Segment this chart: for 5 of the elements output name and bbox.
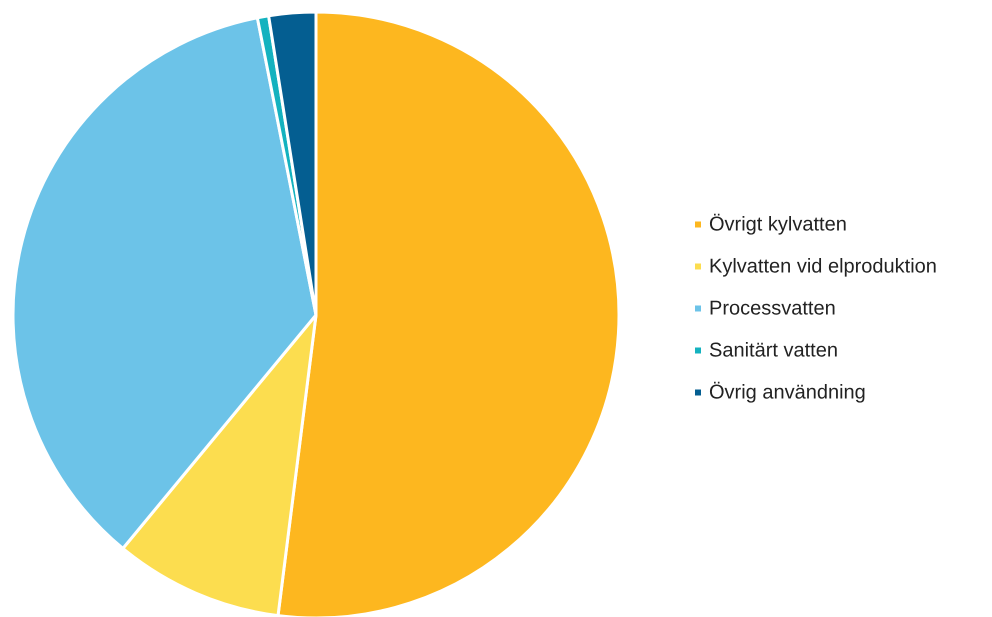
legend-label: Kylvatten vid elproduktion <box>709 256 937 278</box>
legend-label: Sanitärt vatten <box>709 340 838 362</box>
legend-label: Övrigt kylvatten <box>709 214 847 236</box>
legend-label: Processvatten <box>709 298 836 320</box>
legend-label: Övrig användning <box>709 382 866 404</box>
